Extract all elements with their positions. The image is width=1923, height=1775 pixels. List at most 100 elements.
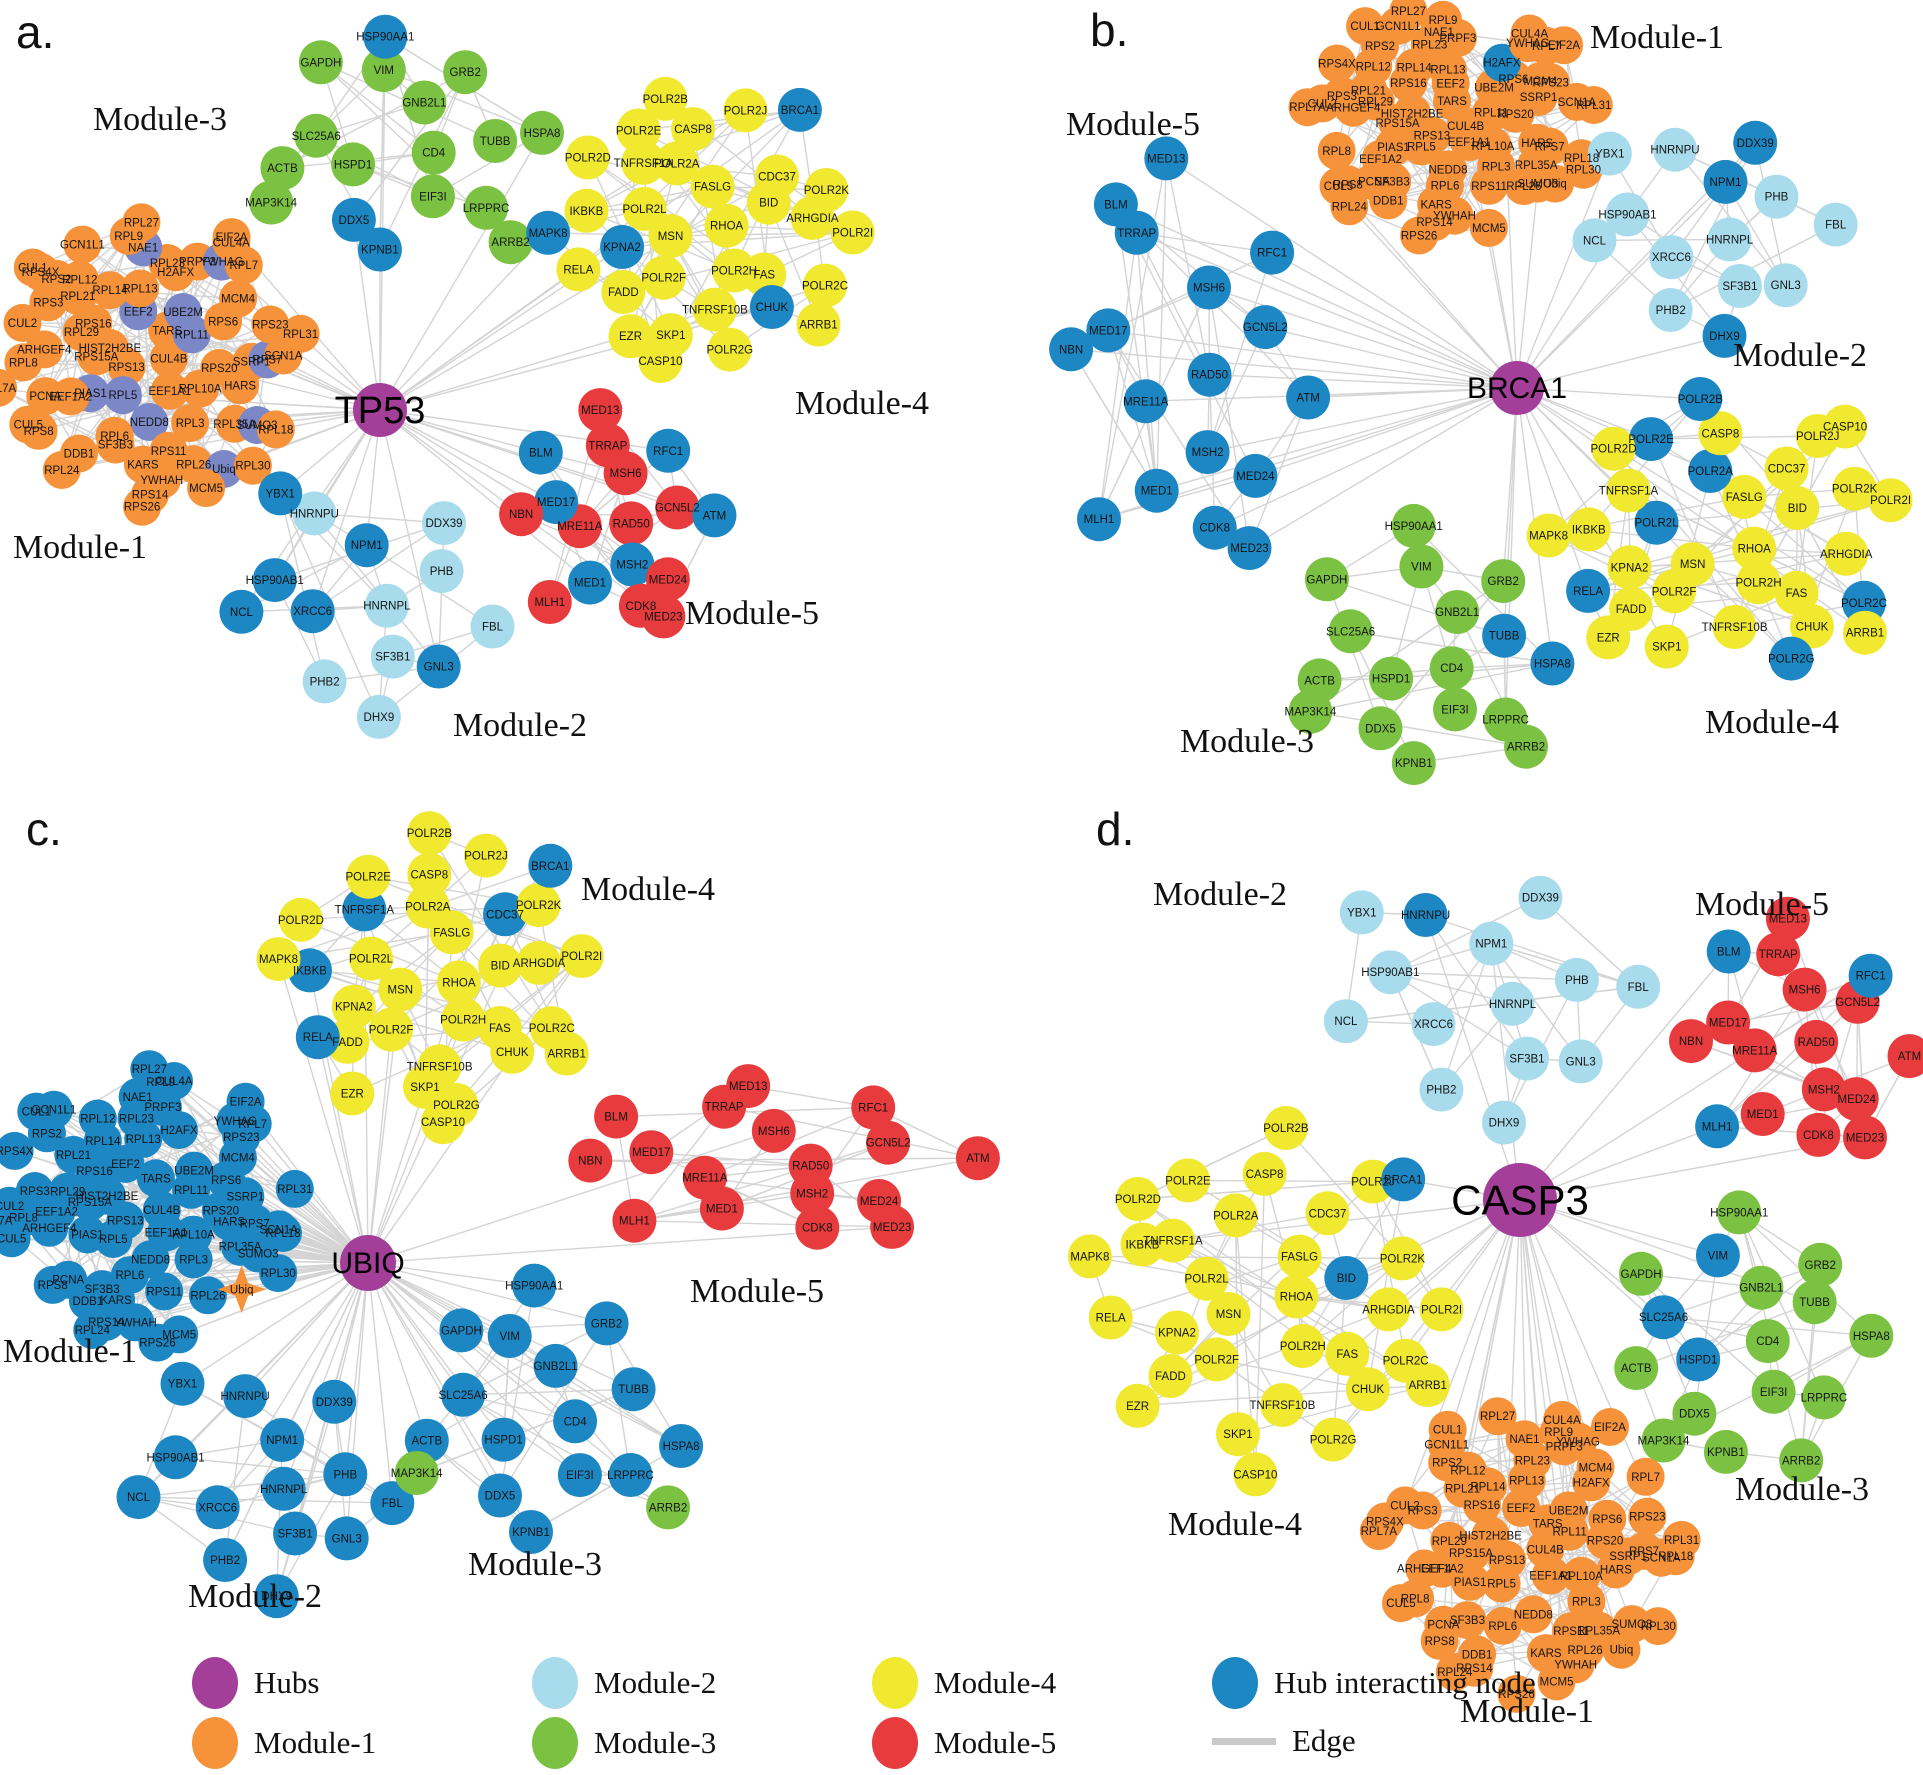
node-label-FBL: FBL (482, 622, 504, 634)
node-label-FADD: FADD (1616, 604, 1647, 616)
node-label-EZR: EZR (619, 331, 642, 343)
node-MAPK8 (1067, 1234, 1112, 1279)
node-RPS4X (1318, 44, 1356, 83)
node-label-FASLG: FASLG (1281, 1252, 1318, 1264)
node-HNRNPU (1403, 893, 1448, 937)
node-CD4 (553, 1399, 598, 1444)
node-label-ATM: ATM (1296, 393, 1319, 405)
node-ARRB1 (544, 1031, 589, 1076)
node-label-ATM: ATM (966, 1153, 989, 1165)
node-label-TUBB: TUBB (618, 1384, 649, 1396)
node-label-RPL30: RPL30 (261, 1268, 296, 1280)
node-HNRNPU (1653, 127, 1697, 172)
node-label-HSPA8: HSPA8 (1853, 1331, 1890, 1343)
node-label-MCM5: MCM5 (1540, 1677, 1574, 1689)
node-label-MAP3K14: MAP3K14 (1285, 707, 1337, 719)
node-CASP10 (638, 339, 683, 383)
node-label-POLR2C: POLR2C (1383, 1356, 1429, 1368)
node-RPL31 (281, 314, 320, 353)
node-POLR2F (1652, 569, 1697, 614)
node-label-FAS: FAS (753, 270, 775, 282)
legend-item-hub-interacting-node: Hub interacting node (1212, 1657, 1536, 1709)
node-label-DDB1: DDB1 (73, 1296, 104, 1308)
node-label-RPL6: RPL6 (116, 1270, 145, 1282)
node-HSPA8 (1530, 641, 1575, 686)
node-label-RPL12: RPL12 (1356, 61, 1391, 73)
node-label-KARS: KARS (127, 460, 159, 472)
node-label-RPL13: RPL13 (123, 284, 158, 296)
node-label-CD4: CD4 (564, 1416, 588, 1428)
node-label-HSPD1: HSPD1 (334, 159, 372, 171)
node-label-RPL31: RPL31 (283, 329, 318, 341)
node-label-MAP3K14: MAP3K14 (245, 198, 297, 210)
node-MED1 (1740, 1092, 1785, 1136)
node-label-GRB2: GRB2 (591, 1318, 622, 1330)
node-SLC25A6 (1641, 1295, 1686, 1340)
node-label-ARHGEF4: ARHGEF4 (1326, 103, 1381, 115)
node-labels: RHOA MSN FASLG POLR2H POLR2L BID POLR2F POLR2A F… (0, 828, 990, 1603)
node-label-NCL: NCL (1583, 235, 1607, 247)
hub-label-CASP3: CASP3 (1451, 1176, 1589, 1223)
node-NPM1 (344, 523, 389, 568)
node-label-IKBKB: IKBKB (1126, 1240, 1160, 1252)
node-MAP3K14 (1641, 1418, 1686, 1463)
node-GAPDH (439, 1308, 484, 1353)
node-label-RPL35A: RPL35A (213, 419, 256, 431)
node-label-NEDD8: NEDD8 (1514, 1609, 1553, 1621)
node-PHB2 (203, 1538, 248, 1582)
node-label-MED23: MED23 (1230, 543, 1268, 555)
panel-a: CUL4B RPS13 TARS EEF1A1 HIST2H2BE RPL11 RPL5 EE… (0, 6, 929, 744)
node-label-MSH2: MSH2 (796, 1188, 828, 1200)
node-label-GAPDH: GAPDH (441, 1325, 482, 1337)
node-GRB2 (1798, 1242, 1843, 1287)
node-label-RFC1: RFC1 (858, 1102, 888, 1114)
node-XRCC6 (290, 589, 335, 634)
node-DDB1 (1369, 181, 1408, 220)
node-DHX9 (1482, 1100, 1526, 1145)
node-label-CDC37: CDC37 (486, 909, 524, 921)
node-label-POLR2E: POLR2E (346, 872, 392, 884)
node-label-CASP10: CASP10 (421, 1117, 465, 1129)
node-DDX5 (1672, 1391, 1717, 1436)
node-CD4 (1429, 646, 1474, 691)
node-label-RPS4X: RPS4X (0, 1146, 34, 1158)
node-label-RELA: RELA (1573, 586, 1603, 598)
node-label-EZR: EZR (1597, 632, 1620, 644)
node-VIM (487, 1314, 532, 1358)
node-label-Ubiq: Ubiq (1610, 1645, 1634, 1657)
node-CD4 (1745, 1319, 1790, 1364)
node-POLR2J (464, 833, 508, 878)
node-label-POLR2E: POLR2E (1628, 434, 1674, 446)
module-label-module-5: Module-5 (690, 1273, 824, 1310)
node-label-BID: BID (1337, 1273, 1356, 1285)
node-MED13 (578, 388, 623, 433)
legend-item-hubs: Hubs (192, 1657, 319, 1709)
node-label-MCM4: MCM4 (221, 1153, 255, 1165)
node-MED13 (1765, 896, 1810, 941)
node-label-LRPPRC: LRPPRC (607, 1470, 654, 1482)
node-label-FASLG: FASLG (433, 927, 470, 939)
node-label-CHUK: CHUK (1796, 621, 1829, 633)
node-label-FBL: FBL (382, 1498, 404, 1510)
node-MSN (1206, 1292, 1251, 1336)
node-label-ATM: ATM (1898, 1051, 1921, 1063)
node-label-RPS2: RPS2 (1432, 1458, 1462, 1470)
node-DHX9 (1702, 313, 1747, 358)
node-NAE1 (1505, 1420, 1544, 1459)
node-label-RPS26: RPS26 (139, 1338, 175, 1350)
node-MED24 (1233, 453, 1278, 498)
node-HSPA8 (520, 110, 564, 155)
node-label-RPS14: RPS14 (132, 490, 169, 502)
node-label-HSP90AA1: HSP90AA1 (505, 1281, 563, 1293)
node-RPS7 (1530, 127, 1569, 166)
node-label-RPL7: RPL7 (238, 1119, 267, 1131)
node-HNRNPU (292, 491, 337, 536)
node-label-EEF1A1: EEF1A1 (148, 386, 191, 398)
node-label-MCM4: MCM4 (221, 294, 255, 306)
node-label-EEF2: EEF2 (1436, 78, 1465, 90)
node-label-YBX1: YBX1 (1595, 149, 1624, 161)
node-label-DDX5: DDX5 (1679, 1409, 1710, 1421)
node-MSH2 (610, 542, 655, 587)
node-MSH2 (1185, 430, 1230, 475)
node-label-RPS11: RPS11 (146, 1287, 182, 1299)
